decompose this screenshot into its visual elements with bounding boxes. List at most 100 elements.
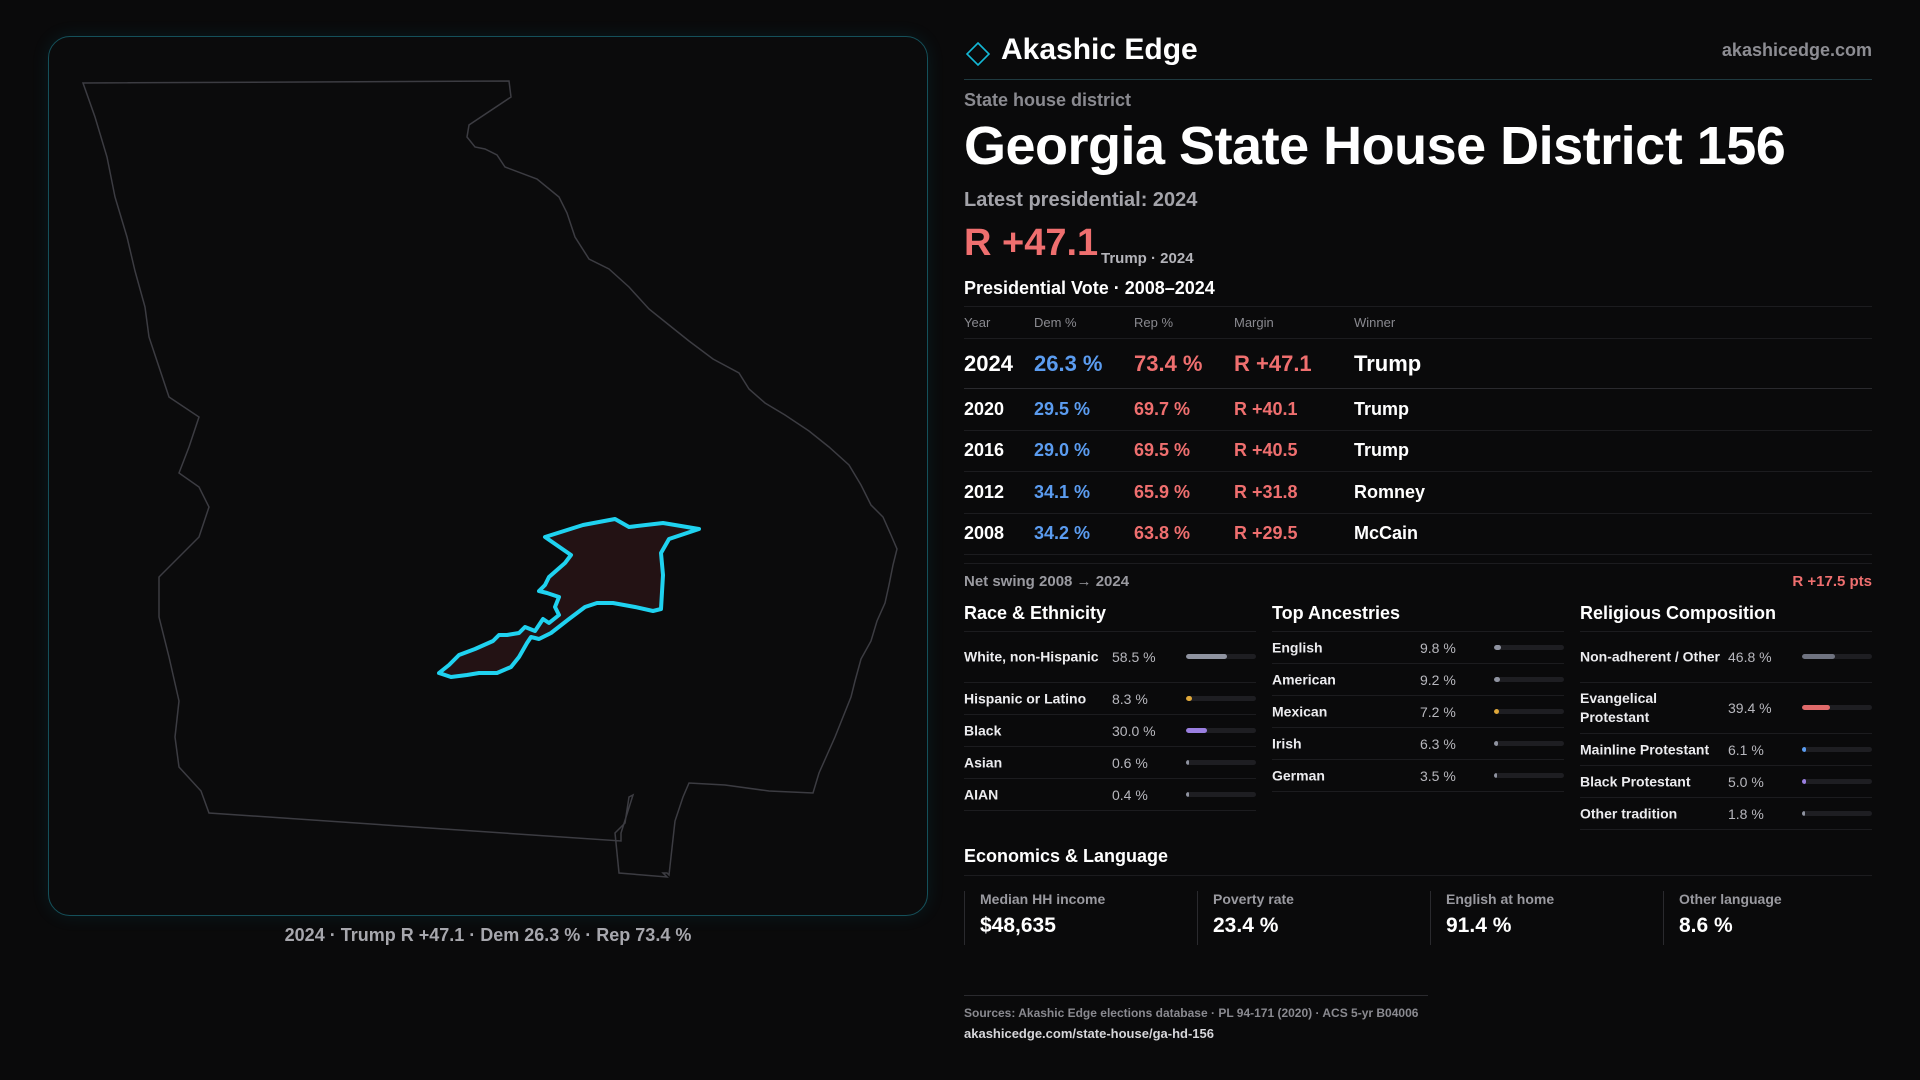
bar-fill bbox=[1494, 772, 1497, 778]
rep-pct-cell: 63.8 % bbox=[1134, 513, 1234, 555]
dem-pct-cell: 34.2 % bbox=[1034, 513, 1134, 555]
latest-election-label: Latest presidential: 2024 bbox=[964, 189, 1198, 211]
bar-track bbox=[1186, 654, 1256, 659]
stat-card: Median HH income $48,635 bbox=[964, 891, 1184, 945]
bar-fill bbox=[1186, 727, 1207, 733]
bar-fill bbox=[1494, 708, 1500, 714]
bar-track bbox=[1186, 695, 1256, 701]
bar-fill bbox=[1186, 759, 1189, 765]
item-percent: 58.5 % bbox=[1112, 649, 1156, 665]
margin-cell: R +40.1 bbox=[1234, 388, 1354, 431]
stat-value: 8.6 % bbox=[1679, 914, 1733, 937]
list-item: AIAN 0.4 % bbox=[964, 779, 1256, 811]
stat-label: Median HH income bbox=[980, 891, 1106, 907]
economics-title: Economics & Language bbox=[964, 846, 1169, 866]
item-label: AIAN bbox=[964, 786, 999, 802]
table-row: 2020 29.5 % 69.7 % R +40.1 Trump bbox=[964, 388, 1872, 431]
district-type: State house district bbox=[964, 90, 1132, 110]
table-row: 2024 26.3 % 73.4 % R +47.1 Trump bbox=[964, 338, 1872, 389]
map-panel bbox=[48, 36, 928, 916]
district-outline bbox=[437, 517, 701, 679]
item-percent: 5.0 % bbox=[1728, 773, 1764, 790]
item-label: Evangelical Protestant bbox=[1580, 690, 1658, 725]
item-percent: 0.4 % bbox=[1112, 786, 1148, 803]
dem-pct-cell: 26.3 % bbox=[1034, 338, 1134, 389]
list-item: German 3.5 % bbox=[1272, 760, 1564, 792]
year-cell: 2024 bbox=[964, 338, 1034, 389]
state-outline bbox=[81, 80, 898, 878]
winner-cell: Trump bbox=[1354, 430, 1872, 472]
item-label: American bbox=[1272, 671, 1336, 687]
list-item: Asian 0.6 % bbox=[964, 747, 1256, 779]
col-winner: Winner bbox=[1354, 306, 1872, 339]
col-rep: Rep % bbox=[1134, 306, 1234, 339]
stat-label: English at home bbox=[1446, 891, 1555, 907]
col-margin: Margin bbox=[1234, 306, 1354, 339]
bar-track bbox=[1802, 654, 1872, 659]
list-item: Mainline Protestant 6.1 % bbox=[1580, 734, 1872, 766]
brand-header: Akashic Edge akashicedge.com bbox=[964, 30, 1872, 80]
bar-track bbox=[1494, 676, 1564, 682]
map-caption: 2024 · Trump R +47.1 · Dem 26.3 % · Rep … bbox=[284, 925, 692, 945]
table-row: 2016 29.0 % 69.5 % R +40.5 Trump bbox=[964, 430, 1872, 472]
stat-label: Poverty rate bbox=[1213, 891, 1294, 907]
religion-title: Religious Composition bbox=[1580, 600, 1872, 632]
margin-cell: R +29.5 bbox=[1234, 513, 1354, 555]
list-item: Non-adherent / Other 46.8 % bbox=[1580, 632, 1872, 683]
brand-name[interactable]: Akashic Edge bbox=[1001, 33, 1198, 66]
race-ethnicity-title: Race & Ethnicity bbox=[964, 600, 1256, 632]
stat-value: 91.4 % bbox=[1446, 914, 1512, 937]
rep-pct-cell: 73.4 % bbox=[1134, 338, 1234, 389]
bar-track bbox=[1186, 759, 1256, 765]
table-header-row: Year Dem % Rep % Margin Winner bbox=[964, 306, 1872, 339]
list-item: Irish 6.3 % bbox=[1272, 728, 1564, 760]
item-percent: 0.6 % bbox=[1112, 754, 1148, 771]
item-label: German bbox=[1272, 767, 1325, 783]
item-percent: 8.3 % bbox=[1112, 690, 1148, 707]
bar-fill bbox=[1802, 746, 1807, 752]
bar-track bbox=[1494, 708, 1564, 714]
bar-fill bbox=[1186, 791, 1189, 797]
item-percent: 39.4 % bbox=[1728, 700, 1772, 716]
stat-label: Other language bbox=[1679, 891, 1782, 907]
bar-fill bbox=[1494, 740, 1499, 746]
dem-pct-cell: 29.0 % bbox=[1034, 430, 1134, 472]
list-item: American 9.2 % bbox=[1272, 664, 1564, 696]
winner-cell: Trump bbox=[1354, 338, 1872, 389]
bar-track bbox=[1802, 810, 1872, 816]
list-item: Mexican 7.2 % bbox=[1272, 696, 1564, 728]
list-item: Other tradition 1.8 % bbox=[1580, 798, 1872, 830]
dem-pct-cell: 34.1 % bbox=[1034, 471, 1134, 514]
page-title: Georgia State House District 156 bbox=[964, 116, 1786, 176]
item-label: Other tradition bbox=[1580, 805, 1678, 821]
bar-track bbox=[1494, 740, 1564, 746]
brand-site-link[interactable]: akashicedge.com bbox=[1721, 40, 1872, 60]
item-label: Asian bbox=[964, 754, 1003, 770]
presidential-vote-table: Year Dem % Rep % Margin Winner 2024 26.3 … bbox=[964, 306, 1872, 555]
col-dem: Dem % bbox=[1034, 306, 1134, 339]
permalink[interactable]: akashicedge.com/state-house/ga-hd-156 bbox=[964, 1026, 1214, 1041]
religion-section: Religious Composition Non-adherent / Oth… bbox=[1580, 600, 1872, 830]
item-percent: 30.0 % bbox=[1112, 722, 1156, 739]
bar-fill bbox=[1802, 778, 1806, 784]
stat-card: English at home 91.4 % bbox=[1430, 891, 1650, 945]
item-label: Non-adherent / Other bbox=[1580, 648, 1721, 665]
divider bbox=[964, 995, 1428, 996]
item-percent: 9.2 % bbox=[1420, 671, 1456, 688]
ancestry-section: Top Ancestries English 9.8 % American 9.2 %… bbox=[1272, 600, 1564, 792]
stat-card: Poverty rate 23.4 % bbox=[1197, 891, 1417, 945]
item-label: English bbox=[1272, 639, 1323, 655]
dem-pct-cell: 29.5 % bbox=[1034, 388, 1134, 431]
rep-pct-cell: 65.9 % bbox=[1134, 471, 1234, 514]
list-item: Evangelical Protestant 39.4 % bbox=[1580, 683, 1872, 734]
race-ethnicity-section: Race & Ethnicity White, non-Hispanic 58.5… bbox=[964, 600, 1256, 811]
year-cell: 2012 bbox=[964, 471, 1034, 514]
bar-fill bbox=[1494, 644, 1501, 650]
item-label: Mainline Protestant bbox=[1580, 741, 1710, 757]
margin-cell: R +40.5 bbox=[1234, 430, 1354, 472]
table-row: 2012 34.1 % 65.9 % R +31.8 Romney bbox=[964, 471, 1872, 514]
bar-track bbox=[1494, 644, 1564, 650]
bar-track bbox=[1802, 746, 1872, 752]
table-row: 2008 34.2 % 63.8 % R +29.5 McCain bbox=[964, 513, 1872, 555]
bar-track bbox=[1186, 791, 1256, 797]
